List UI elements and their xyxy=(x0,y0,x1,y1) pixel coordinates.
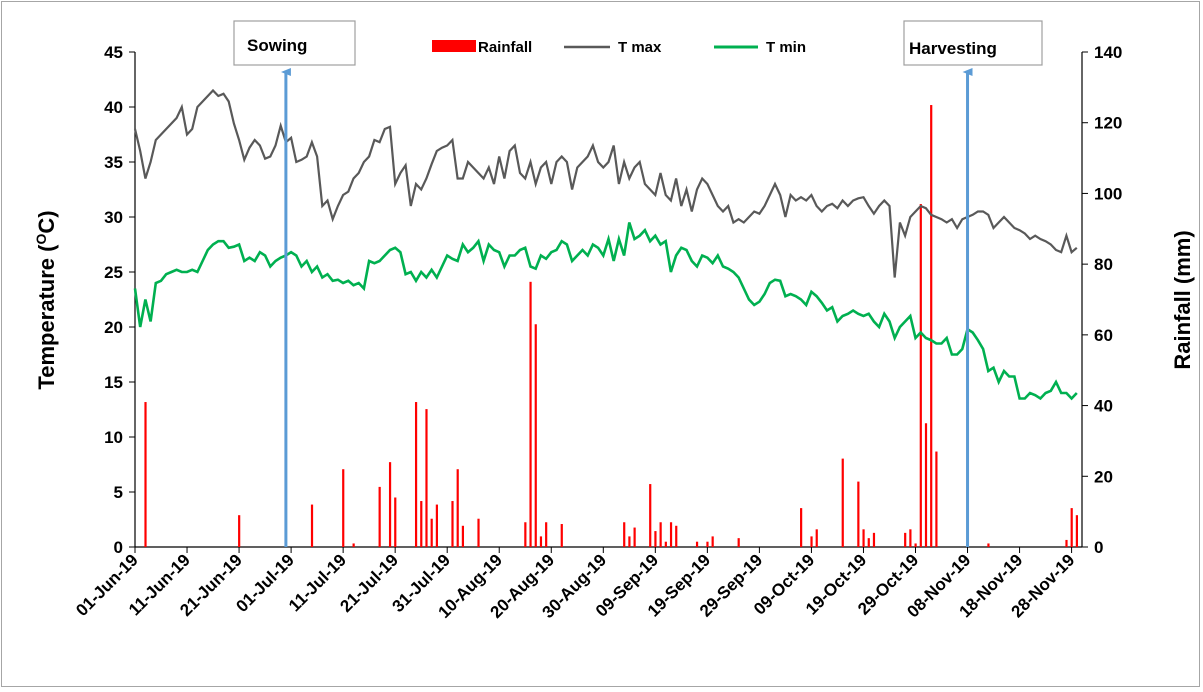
x-ticks: 01-Jun-1911-Jun-1921-Jun-1901-Jul-1911-J… xyxy=(72,547,1078,622)
rainfall-bar xyxy=(144,402,147,547)
rainfall-bar xyxy=(706,541,709,547)
rainfall-bar xyxy=(914,543,917,547)
rainfall-bar xyxy=(524,522,527,547)
sowing-callout: Sowing xyxy=(233,20,356,66)
rainfall-bar xyxy=(695,541,699,547)
rainfall-bar xyxy=(867,538,870,547)
rainfall-bar xyxy=(815,529,818,547)
rainfall-bar xyxy=(425,409,428,547)
rainfall-bar xyxy=(545,522,548,547)
rainfall-bars xyxy=(144,105,1078,548)
rainfall-bar xyxy=(238,515,241,547)
legend-label-tmax: T max xyxy=(618,39,662,56)
rainfall-bar xyxy=(919,204,922,548)
rainfall-bar xyxy=(654,531,657,547)
rainfall-bar xyxy=(394,497,397,547)
rainfall-bar xyxy=(935,451,938,547)
y-axis-title: Temperature (OC) xyxy=(33,210,59,389)
rainfall-bar xyxy=(623,522,626,547)
rainfall-bar xyxy=(737,538,740,547)
y2-tick-label: 40 xyxy=(1094,397,1113,416)
rainfall-bar xyxy=(711,536,714,547)
rainfall-bar xyxy=(1070,508,1073,547)
rainfall-bar xyxy=(451,501,454,547)
tmin-line xyxy=(133,222,1078,401)
rainfall-bar xyxy=(342,469,345,547)
y-tick-label: 45 xyxy=(104,43,123,62)
rainfall-bar xyxy=(388,462,392,547)
y-tick-label: 30 xyxy=(104,208,123,227)
y-ticks-right: 0 20 40 60 80 100 120 140 xyxy=(1082,43,1122,557)
rainfall-bar xyxy=(904,532,907,547)
legend: Rainfall T max T min xyxy=(432,39,806,56)
rainfall-bar xyxy=(841,458,844,547)
rainfall-bar xyxy=(310,504,314,547)
legend-swatch-rainfall xyxy=(432,40,476,52)
harvesting-label: Harvesting xyxy=(909,39,997,58)
rainfall-bar xyxy=(477,518,480,547)
rainfall-bar xyxy=(430,518,433,547)
rainfall-bar xyxy=(352,543,355,547)
rainfall-bar xyxy=(909,529,912,547)
rainfall-bar xyxy=(529,281,532,547)
rainfall-bar xyxy=(539,536,543,547)
y2-tick-label: 0 xyxy=(1094,538,1103,557)
y2-tick-label: 120 xyxy=(1094,114,1122,133)
rainfall-bar xyxy=(659,522,662,547)
event-arrows xyxy=(280,68,973,547)
y2-tick-label: 140 xyxy=(1094,43,1122,62)
rainfall-bar xyxy=(420,501,423,547)
y2-tick-label: 20 xyxy=(1094,467,1113,486)
rainfall-bar xyxy=(872,532,876,547)
y-tick-label: 15 xyxy=(104,373,123,392)
rainfall-bar xyxy=(534,324,537,547)
rainfall-bar xyxy=(560,524,563,547)
rainfall-bar xyxy=(930,105,933,548)
rainfall-bar xyxy=(461,525,465,547)
sowing-label: Sowing xyxy=(247,36,307,55)
rainfall-bar xyxy=(800,508,803,547)
legend-label-tmin: T min xyxy=(766,39,806,56)
rainfall-bar xyxy=(1075,515,1078,547)
rainfall-bar xyxy=(435,504,438,547)
y-tick-label: 25 xyxy=(104,263,123,282)
rainfall-bar xyxy=(862,529,865,547)
rainfall-bar xyxy=(664,541,667,547)
rainfall-bar xyxy=(810,536,813,547)
rainfall-bar xyxy=(857,481,860,547)
y2-tick-label: 60 xyxy=(1094,326,1113,345)
y-tick-label: 10 xyxy=(104,428,123,447)
rainfall-bar xyxy=(649,484,652,547)
rainfall-bar xyxy=(628,536,631,547)
y-tick-label: 40 xyxy=(104,98,123,117)
rainfall-bar xyxy=(378,486,381,547)
rainfall-bar xyxy=(924,423,928,547)
y2-tick-label: 80 xyxy=(1094,255,1113,274)
y-tick-label: 20 xyxy=(104,318,123,337)
y-tick-label: 0 xyxy=(114,538,123,557)
y-tick-label: 5 xyxy=(114,483,123,502)
rainfall-bar xyxy=(456,469,459,547)
y-ticks-left: 0 5 10 15 20 25 30 35 40 45 xyxy=(104,43,135,557)
rainfall-bar xyxy=(987,543,990,547)
y2-axis-title: Rainfall (mm) xyxy=(1170,230,1195,369)
rainfall-bar xyxy=(1065,539,1068,547)
tmax-line xyxy=(133,88,1078,278)
legend-label-rainfall: Rainfall xyxy=(478,39,532,56)
rainfall-bar xyxy=(669,522,673,547)
rainfall-bar xyxy=(414,402,418,547)
y-tick-label: 35 xyxy=(104,153,123,172)
rainfall-bar xyxy=(633,527,636,547)
harvesting-callout: Harvesting xyxy=(903,20,1043,66)
rainfall-bar xyxy=(675,525,678,547)
y2-tick-label: 100 xyxy=(1094,184,1122,203)
